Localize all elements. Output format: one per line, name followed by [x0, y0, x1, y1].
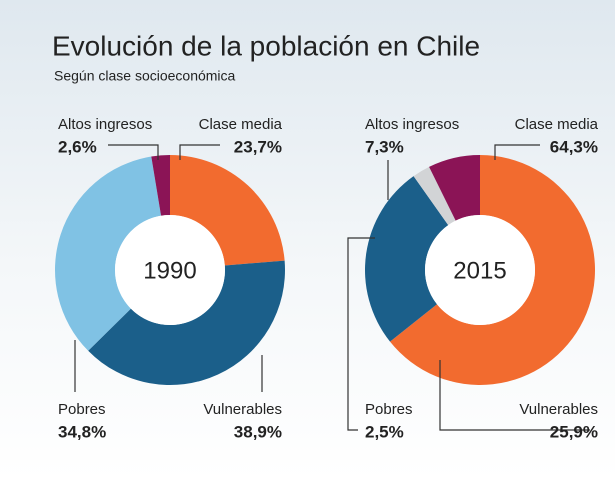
leader-line: [108, 144, 159, 160]
donut-segment: [390, 155, 595, 385]
category-label: Pobres: [365, 401, 413, 418]
leader-line: [179, 144, 220, 160]
center-label: 2015: [453, 257, 506, 284]
donut-segment: [170, 155, 285, 266]
value-label: 64,3%: [550, 137, 598, 156]
center-label: 1990: [143, 257, 196, 284]
value-label: 23,7%: [234, 137, 282, 156]
category-label: Clase media: [515, 116, 599, 133]
category-label: Altos ingresos: [365, 116, 459, 133]
category-label: Clase media: [199, 116, 283, 133]
category-label: Vulnerables: [519, 401, 598, 418]
value-label: 34,8%: [58, 422, 106, 441]
chart-title: Evolución de la población en Chile: [52, 30, 480, 61]
category-label: Pobres: [58, 401, 106, 418]
donut-hole: [115, 215, 225, 325]
chart-subtitle: Según clase socioeconómica: [54, 68, 236, 84]
donut-segment: [413, 166, 456, 226]
donut-segment: [429, 155, 480, 221]
value-label: 7,3%: [365, 137, 404, 156]
leader-line: [439, 360, 590, 431]
category-label: Altos ingresos: [58, 116, 152, 133]
category-label: Vulnerables: [203, 401, 282, 418]
donut-segment: [365, 176, 449, 342]
value-label: 38,9%: [234, 422, 282, 441]
leader-line: [347, 237, 375, 431]
value-label: 2,6%: [58, 137, 97, 156]
donut-hole: [425, 215, 535, 325]
donut-segment: [55, 156, 162, 351]
donut-segment: [151, 155, 170, 216]
value-label: 2,5%: [365, 422, 404, 441]
value-label: 25,9%: [550, 422, 598, 441]
leader-line: [494, 144, 540, 160]
donut-segment: [88, 260, 285, 385]
